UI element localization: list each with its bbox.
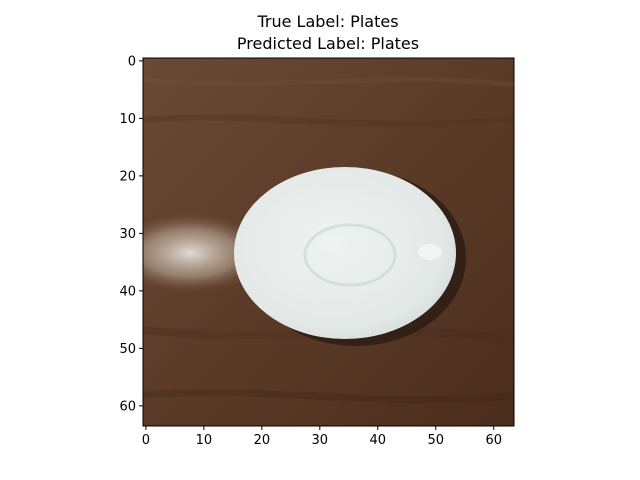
x-tick-label: 0 (142, 433, 150, 448)
x-tick-label: 50 (427, 433, 444, 448)
x-tick-label: 40 (370, 433, 387, 448)
y-tick-label: 50 (119, 342, 136, 357)
x-tick-label: 60 (485, 433, 502, 448)
x-tick-label: 30 (312, 433, 329, 448)
y-tick-label: 60 (119, 399, 136, 414)
y-tick-label: 10 (119, 112, 136, 127)
x-tick-label: 10 (196, 433, 213, 448)
y-tick-label: 0 (128, 54, 136, 69)
y-tick-label: 20 (119, 169, 136, 184)
x-axis: 0 10 20 30 40 50 60 (142, 426, 502, 448)
y-tick-label: 30 (119, 227, 136, 242)
y-tick-label: 40 (119, 284, 136, 299)
y-axis: 0 10 20 30 40 50 60 (119, 54, 143, 414)
axes-frame (142, 57, 515, 427)
title-true-label: True Label: Plates (257, 12, 399, 31)
title-predicted-label: Predicted Label: Plates (236, 34, 420, 53)
photo-image (143, 58, 514, 426)
x-tick-label: 20 (254, 433, 271, 448)
